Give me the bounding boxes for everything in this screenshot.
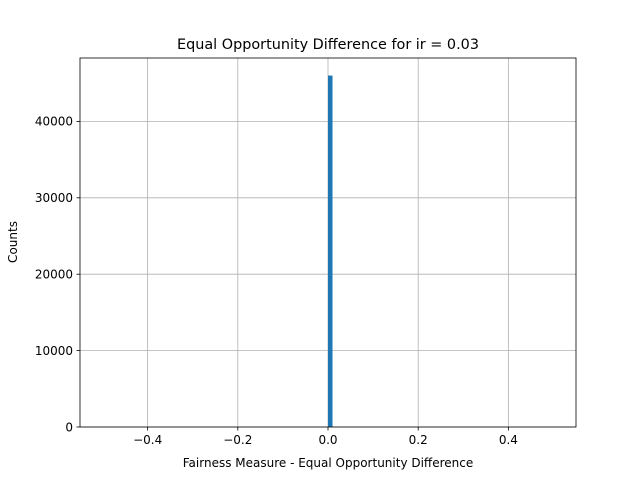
y-tick-label: 20000 [35, 268, 73, 282]
x-tick-label: −0.2 [223, 433, 252, 447]
y-axis-ticks: 0 10000 20000 30000 40000 [35, 115, 80, 434]
y-tick-label: 10000 [35, 344, 73, 358]
histogram-bar [328, 75, 333, 428]
x-tick-label: 0.2 [409, 433, 428, 447]
y-tick-label: 0 [65, 420, 73, 434]
x-axis-label: Fairness Measure - Equal Opportunity Dif… [183, 456, 473, 470]
x-tick-label: −0.4 [133, 433, 162, 447]
histogram-bars [328, 75, 333, 428]
chart-title: Equal Opportunity Difference for ir = 0.… [177, 37, 479, 53]
x-axis-ticks: −0.4 −0.2 0.0 0.2 0.4 [133, 427, 518, 447]
x-tick-label: 0.4 [499, 433, 518, 447]
y-tick-label: 40000 [35, 115, 73, 129]
y-axis-label: Counts [6, 221, 20, 263]
y-tick-label: 30000 [35, 191, 73, 205]
x-tick-label: 0.0 [318, 433, 337, 447]
